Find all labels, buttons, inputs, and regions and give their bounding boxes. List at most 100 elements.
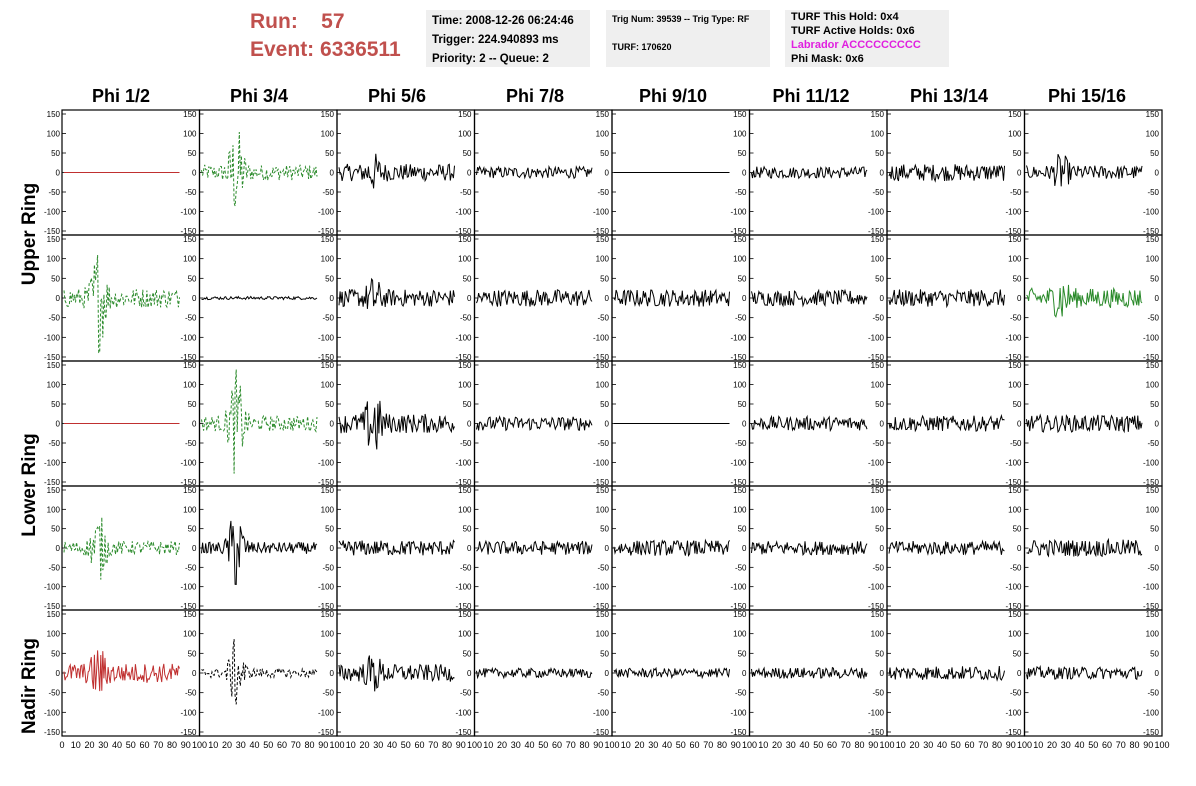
y-tick-label-right: -150 [730,602,747,611]
y-tick-label-right: 150 [1008,235,1022,244]
x-tick-label: 20 [634,740,644,750]
y-tick-label-right: 50 [1150,525,1159,534]
y-tick-label-right: 150 [321,361,335,370]
waveform-trace [888,413,1005,433]
y-tick-label-right: 50 [1150,149,1159,158]
panel-r2-c2: 150 100 50 0 -50 -100 -150 [198,234,338,362]
x-tick-label: 40 [112,740,122,750]
waveform-trace [338,539,455,556]
y-tick-label-right: 50 [325,649,334,658]
y-tick-label-right: 100 [733,630,747,639]
y-tick-label-right: -50 [872,439,884,448]
y-tick-label-right: 50 [1150,400,1159,409]
trigger-info-box: Trig Num: 39539 -- Trig Type: RF TURF: 1… [606,10,770,67]
y-tick-label-right: -150 [1143,478,1160,487]
y-tick-label: 150 [47,235,61,244]
y-tick-label-right: -100 [1005,459,1022,468]
y-tick-label-right: -50 [460,188,472,197]
x-tick-label: 50 [538,740,548,750]
waveform-trace [1026,664,1143,681]
y-tick-label: 50 [51,525,60,534]
x-tick-label: 60 [827,740,837,750]
x-tick-label: 50 [1088,740,1098,750]
y-tick-label-right: -50 [735,188,747,197]
y-tick-label-right: 50 [600,649,609,658]
y-tick-label-right: 150 [733,486,747,495]
y-tick-label-right: -50 [872,689,884,698]
y-tick-label-right: -150 [180,728,197,737]
y-tick-label-right: 0 [880,420,885,429]
y-tick-label-right: -100 [318,583,335,592]
y-tick-label-right: 100 [1008,130,1022,139]
y-tick-label-right: 150 [871,486,885,495]
y-tick-label-right: -50 [597,439,609,448]
y-tick-label-right: 100 [1146,130,1160,139]
panel-frame [61,234,201,362]
panel-r5-c5: 150 100 50 0 -50 -100 -150 [611,609,751,737]
y-tick-label-right: -150 [1143,728,1160,737]
y-tick-label-right: 0 [880,294,885,303]
y-tick-label-right: -50 [1147,689,1159,698]
y-tick-label: 100 [47,505,61,514]
x-tick-label: 100 [192,740,207,750]
trigger-text: Trigger: 224.940893 ms [432,34,559,46]
y-tick-label-right: 150 [1008,610,1022,619]
panel-r2-c5: 150 100 50 0 -50 -100 -150 [611,234,751,362]
y-tick-label-right: -150 [593,728,610,737]
y-tick-label-right: -50 [460,439,472,448]
y-tick-label-right: -150 [1143,353,1160,362]
y-tick-label-right: -150 [868,227,885,236]
waveform-trace [1026,537,1143,558]
waveform-trace [201,295,318,301]
y-tick-label-right: 50 [325,400,334,409]
y-tick-label-right: 50 [738,525,747,534]
y-tick-label-right: -50 [460,563,472,572]
y-tick-label-right: -50 [185,689,197,698]
x-tick-label: 80 [1129,740,1139,750]
x-tick-label: 80 [442,740,452,750]
y-tick-label-right: -100 [1143,208,1160,217]
panel-r3-c7: 150 100 50 0 -50 -100 -150 [886,360,1026,487]
panel-r2-c6: 150 100 50 0 -50 -100 -150 [748,234,888,362]
y-tick-label-right: 100 [183,255,197,264]
x-tick-label: 10 [1033,740,1043,750]
trig-num-text: Trig Num: 39539 -- Trig Type: RF [612,14,750,24]
y-tick-label-right: -100 [730,333,747,342]
priority-text: Priority: 2 -- Queue: 2 [432,53,549,65]
panel-r4-c4: 150 100 50 0 -50 -100 -150 [473,485,613,611]
y-tick-label: -150 [44,728,61,737]
panel-r4-c1: 150 150 100 100 50 50 0 0 -50 -50 -100 -100 -150 -150 [44,485,201,611]
x-tick-label: 90 [456,740,466,750]
waveform-trace [338,655,455,692]
y-tick-label-right: 0 [1155,294,1160,303]
y-tick-label-right: 150 [596,235,610,244]
x-tick-label: 100 [742,740,757,750]
x-tick-label: 70 [978,740,988,750]
y-tick-label-right: 100 [1146,630,1160,639]
y-tick-label-right: -100 [1143,583,1160,592]
run-event-info: Run: 57 Event: 6336511 [250,8,401,64]
x-tick-label: 90 [1006,740,1016,750]
y-tick-label-right: 0 [880,169,885,178]
waveform-trace [751,414,868,433]
y-tick-label-right: -50 [1010,314,1022,323]
y-tick-label-right: -50 [322,188,334,197]
waveform-trace [63,650,180,692]
y-tick-label-right: -150 [593,353,610,362]
y-tick-label-right: 0 [330,420,335,429]
panel-r1-c7: 150 100 50 0 -50 -100 -150 [886,109,1026,236]
y-tick-label-right: 150 [458,235,472,244]
x-tick-label: 20 [1047,740,1057,750]
y-tick-label-right: 100 [871,381,885,390]
y-tick-label-right: 50 [188,274,197,283]
y-tick-label-right: -50 [1010,439,1022,448]
y-tick-label-right: 50 [600,525,609,534]
panel-r3-c8: 150 100 50 0 -50 -100 -150 [1023,360,1163,487]
x-tick-label: 70 [703,740,713,750]
y-tick-label-right: 150 [871,110,885,119]
y-tick-label-right: 50 [875,274,884,283]
y-tick-label-right: 0 [467,544,472,553]
waveform-trace [476,289,593,307]
y-tick-label-right: 50 [463,274,472,283]
waveform-trace [1026,413,1143,434]
